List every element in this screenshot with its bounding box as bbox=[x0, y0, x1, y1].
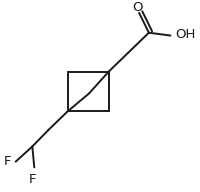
Text: OH: OH bbox=[175, 28, 196, 41]
Text: F: F bbox=[3, 155, 11, 168]
Text: F: F bbox=[29, 173, 37, 186]
Text: O: O bbox=[132, 1, 142, 14]
